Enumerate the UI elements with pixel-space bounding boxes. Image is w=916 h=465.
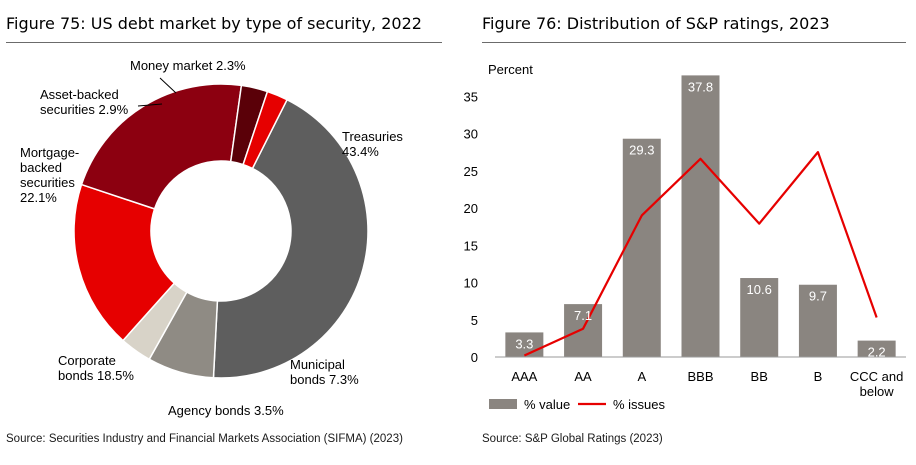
- label-agency-bonds: Agency bonds 3.5%: [168, 403, 284, 418]
- data-label: 3.3: [515, 336, 533, 351]
- y-tick-label: 25: [464, 164, 478, 179]
- x-tick-label: AA: [574, 369, 592, 384]
- label-treasuries: Treasuries 43.4%: [342, 129, 403, 159]
- bar-aaa: [505, 332, 544, 357]
- x-tick-label: B: [814, 369, 823, 384]
- bar-b: [798, 284, 837, 357]
- x-tick-label: A: [637, 369, 646, 384]
- figure-75-title: Figure 75: US debt market by type of sec…: [6, 14, 422, 33]
- figure-75-source: Source: Securities Industry and Financia…: [6, 433, 403, 445]
- data-label: 7.1: [574, 308, 592, 323]
- y-axis-title: Percent: [488, 62, 533, 77]
- x-tick-label: BB: [751, 369, 768, 384]
- label-asset-backed-securities: Asset-backed securities 2.9%: [40, 87, 129, 117]
- y-tick-label: 35: [464, 89, 478, 104]
- x-tick-label: BBB: [687, 369, 713, 384]
- label-mortgage-backed-securities: Mortgage-backed securities 22.1%: [20, 145, 79, 205]
- data-label: 10.6: [747, 282, 772, 297]
- y-tick-label: 10: [464, 276, 478, 291]
- y-tick-label: 20: [464, 201, 478, 216]
- x-tick-label: CCC and below: [850, 369, 903, 399]
- legend-swatch-value: [489, 399, 517, 409]
- y-tick-label: 15: [464, 238, 478, 253]
- bar-bbb: [681, 75, 720, 357]
- legend-label-value: % value: [524, 397, 570, 412]
- y-tick-label: 30: [464, 127, 478, 142]
- figure-76-title: Figure 76: Distribution of S&P ratings, …: [482, 14, 830, 33]
- y-tick-label: 5: [471, 313, 478, 328]
- label-corporate-bonds: Corporate bonds 18.5%: [58, 353, 134, 383]
- data-label: 29.3: [629, 143, 654, 158]
- bar-a: [622, 138, 661, 357]
- figure-76-title-rule: [482, 42, 906, 43]
- sp-ratings-bar-line-chart: Percent 0 5 10 15 20 25 30 35 3.3 7.1 29.3 37.8 10.6 9…: [464, 62, 906, 412]
- bar-bb: [740, 278, 779, 357]
- bar-aa: [564, 304, 603, 357]
- slice-mortgage-backed-securities: [80, 83, 243, 210]
- legend-label-issues: % issues: [613, 397, 666, 412]
- figure-76-source: Source: S&P Global Ratings (2023): [482, 433, 663, 445]
- x-tick-label: AAA: [511, 369, 537, 384]
- label-money-market: Money market 2.3%: [130, 58, 246, 73]
- slice-treasuries: [212, 98, 369, 379]
- data-label: 2.2: [868, 345, 886, 360]
- slice-corporate-bonds: [73, 183, 176, 342]
- leader-asset-backed: [137, 103, 163, 107]
- line-issues: [523, 151, 878, 357]
- debt-market-donut-chart: Treasuries 43.4% Municipal bonds 7.3% Agency…: [20, 58, 403, 418]
- leader-money-market: [159, 77, 177, 94]
- slice-money-market: [242, 90, 289, 170]
- data-label: 37.8: [688, 79, 713, 94]
- label-municipal-bonds: Municipal bonds 7.3%: [290, 357, 359, 387]
- data-label: 9.7: [809, 289, 827, 304]
- figure-75-title-rule: [6, 42, 442, 43]
- y-tick-label: 0: [471, 350, 478, 365]
- bar-ccc-and-below: [857, 340, 896, 357]
